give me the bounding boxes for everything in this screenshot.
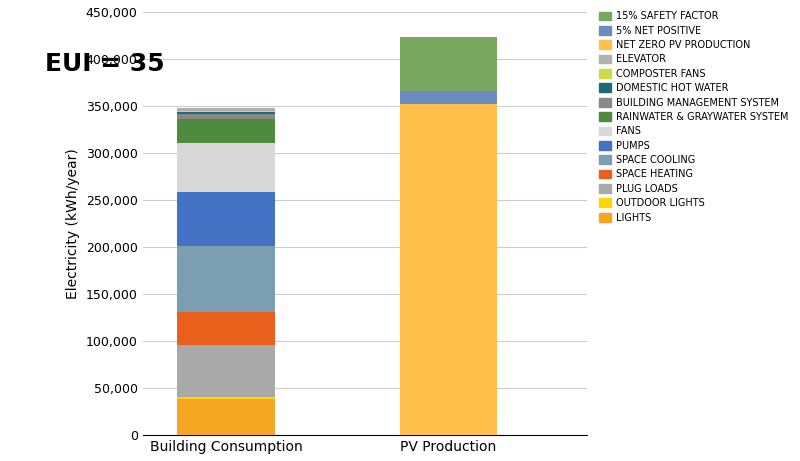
Legend: 15% SAFETY FACTOR, 5% NET POSITIVE, NET ZERO PV PRODUCTION, ELEVATOR, COMPOSTER : 15% SAFETY FACTOR, 5% NET POSITIVE, NET …: [597, 8, 791, 225]
Bar: [178, 396, 274, 399]
Bar: [178, 119, 274, 143]
Bar: [178, 345, 274, 396]
Bar: [178, 108, 274, 111]
Bar: [178, 312, 274, 345]
Y-axis label: Electricity (kWh/year): Electricity (kWh/year): [66, 148, 80, 299]
Bar: [178, 114, 274, 119]
Bar: [178, 192, 274, 246]
Bar: [178, 143, 274, 192]
Text: EUI = 35: EUI = 35: [46, 52, 165, 76]
Bar: [399, 37, 497, 91]
Bar: [178, 399, 274, 435]
Bar: [178, 112, 274, 114]
Bar: [399, 91, 497, 104]
Bar: [178, 246, 274, 312]
Bar: [178, 111, 274, 112]
Bar: [399, 104, 497, 435]
